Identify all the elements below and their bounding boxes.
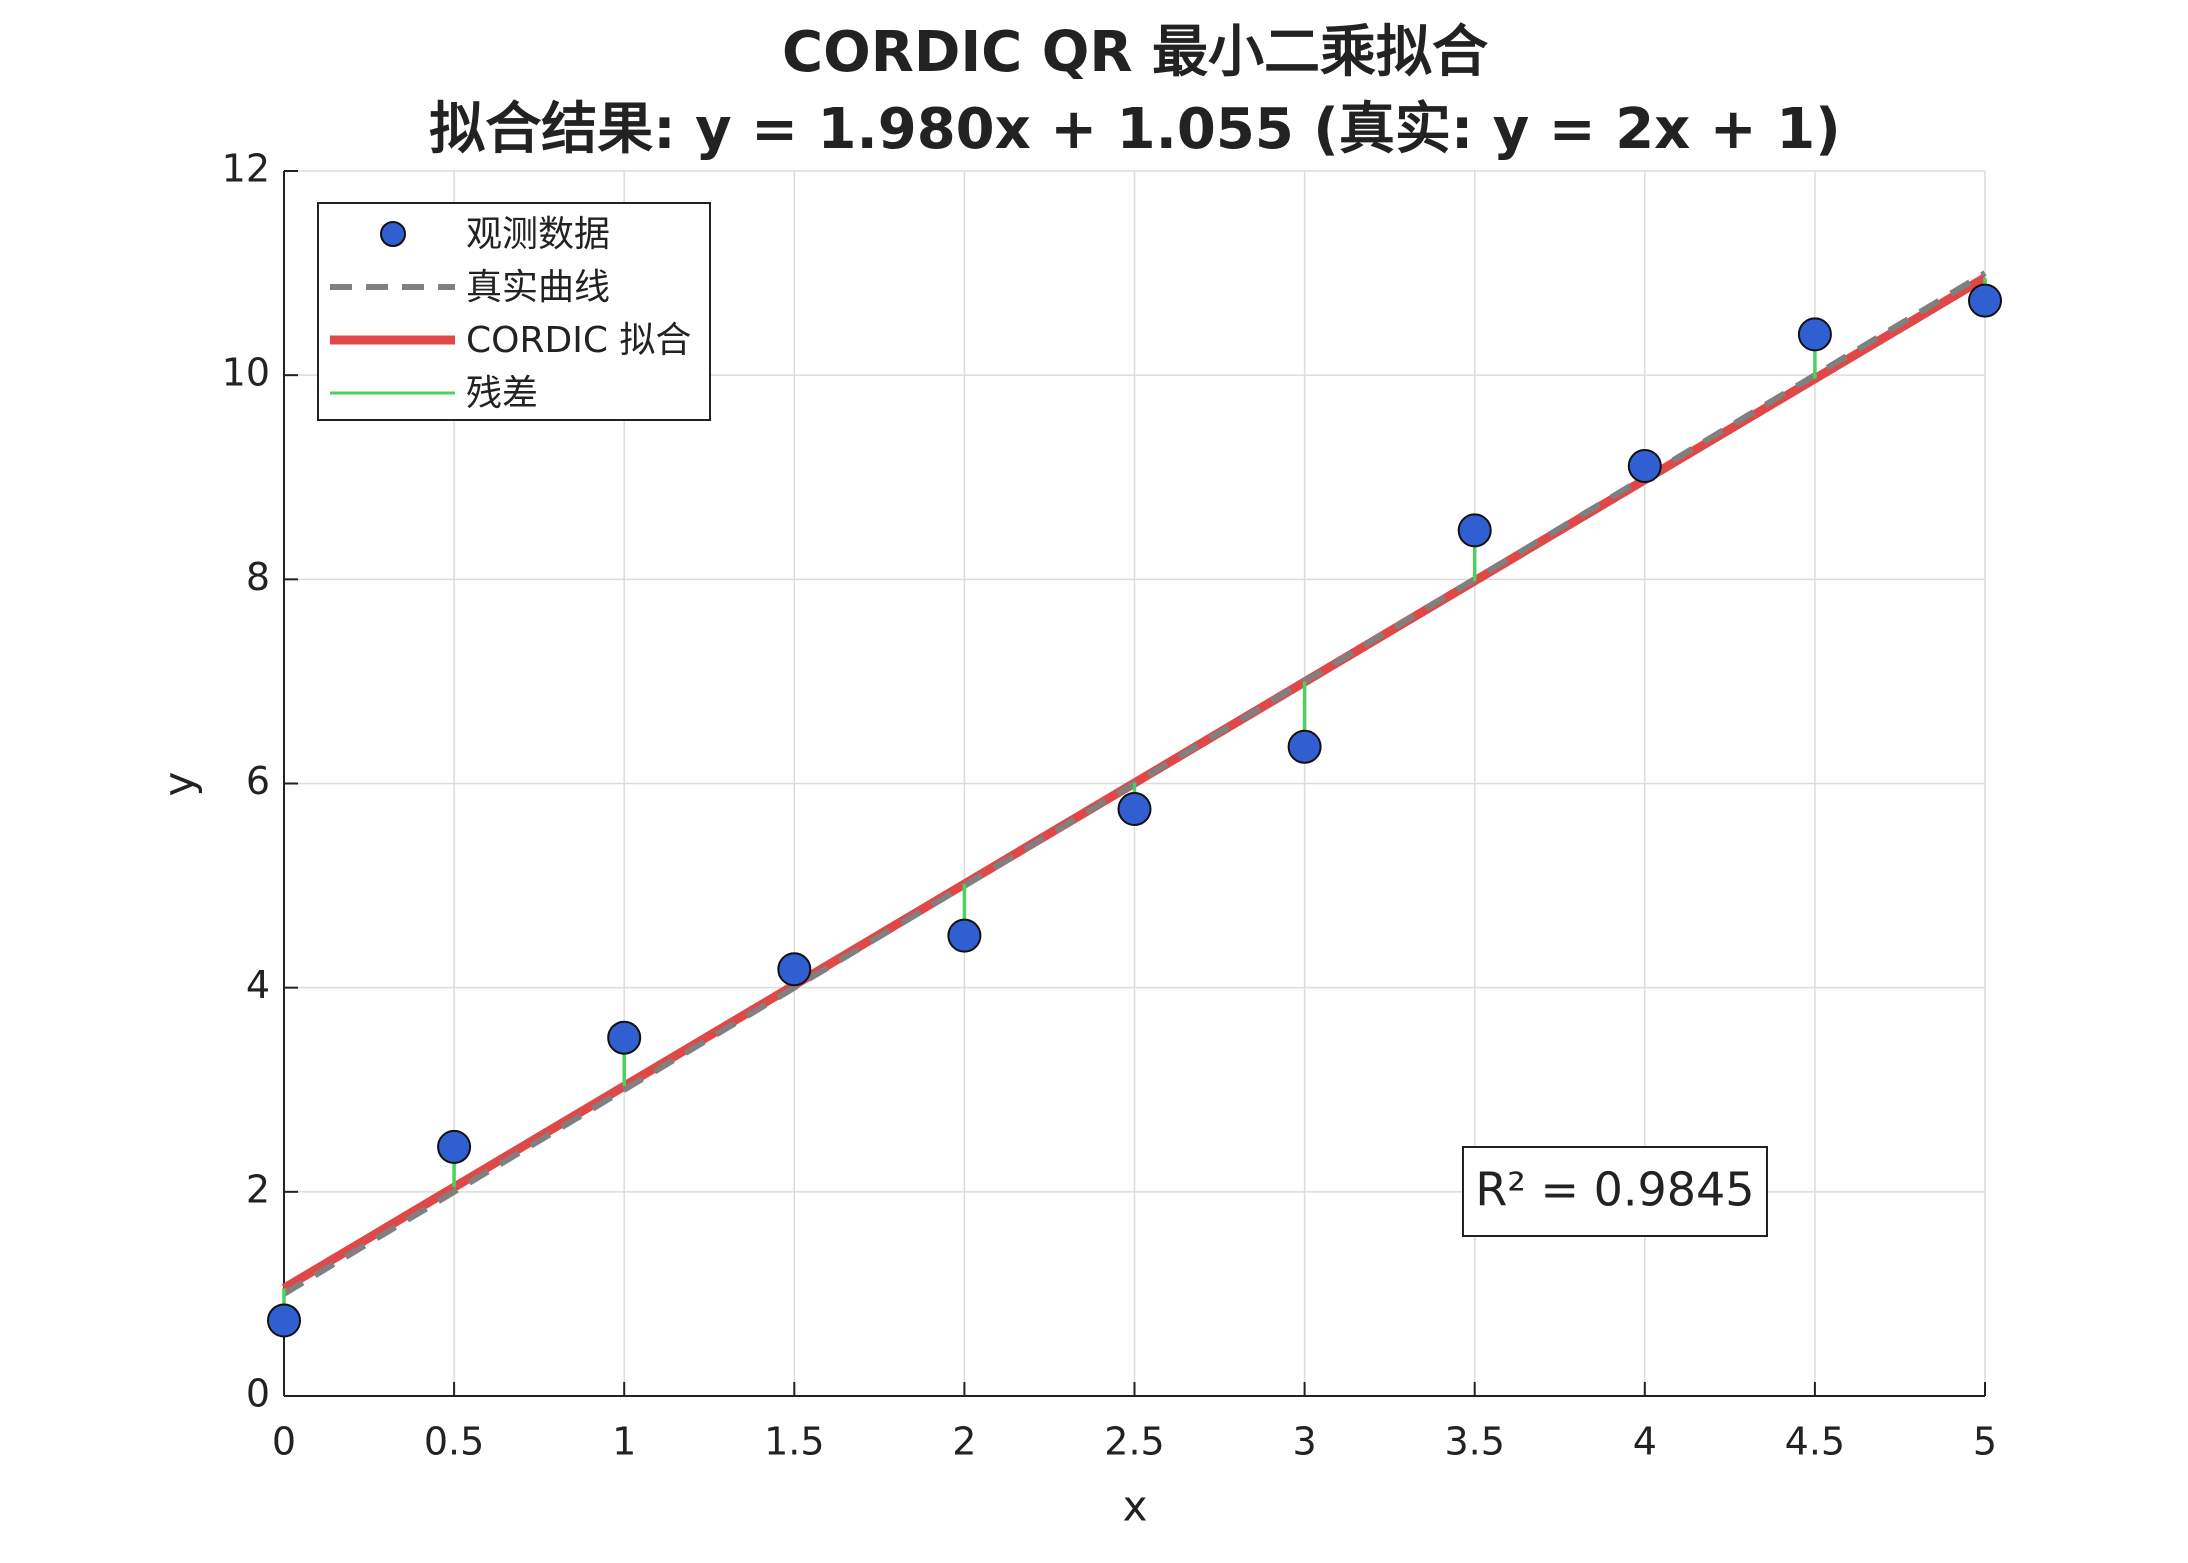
legend-marker <box>380 221 406 247</box>
legend-label: 真实曲线 <box>466 267 610 308</box>
data-point <box>1117 792 1152 827</box>
x-tick-label: 1.5 <box>764 1420 824 1464</box>
data-point <box>947 918 982 953</box>
x-axis-label: x <box>1123 1482 1148 1531</box>
y-tick-label: 12 <box>222 147 270 191</box>
y-tick-label: 8 <box>246 555 270 599</box>
data-point <box>437 1129 472 1164</box>
data-point <box>777 952 812 987</box>
y-tick-label: 6 <box>246 759 270 803</box>
x-tick-label: 2 <box>952 1420 976 1464</box>
x-tick-label: 2.5 <box>1104 1420 1164 1464</box>
x-tick-label: 0 <box>272 1420 296 1464</box>
annotation: R² = 0.9845 <box>1475 1163 1754 1217</box>
y-tick-label: 2 <box>246 1167 270 1211</box>
data-point <box>1457 513 1492 548</box>
data-point <box>1287 729 1322 764</box>
y-tick-label: 4 <box>246 963 270 1007</box>
chart-subtitle: 拟合结果: y = 1.980x + 1.055 (真实: y = 2x + 1… <box>429 97 1841 162</box>
data-point <box>267 1303 301 1338</box>
y-tick-label: 0 <box>246 1372 270 1416</box>
x-tick-label: 1 <box>612 1420 636 1464</box>
x-tick-label: 3 <box>1293 1420 1317 1464</box>
x-tick-label: 4.5 <box>1785 1420 1845 1464</box>
x-tick-label: 3.5 <box>1444 1420 1504 1464</box>
x-tick-label: 0.5 <box>424 1420 484 1464</box>
x-tick-label: 5 <box>1973 1420 1997 1464</box>
data-point <box>1968 283 2002 318</box>
chart-title: CORDIC QR 最小二乘拟合 <box>782 20 1488 85</box>
data-point <box>1627 449 1662 484</box>
data-point <box>1797 317 1832 352</box>
data-point <box>607 1020 642 1055</box>
annotation-box <box>1462 1146 1768 1237</box>
y-axis-label: y <box>155 772 204 797</box>
legend-label: CORDIC 拟合 <box>466 320 691 361</box>
x-tick-label: 4 <box>1633 1420 1657 1464</box>
y-tick-label: 10 <box>222 351 270 395</box>
legend-label: 观测数据 <box>466 214 610 255</box>
legend-label: 残差 <box>466 373 538 414</box>
